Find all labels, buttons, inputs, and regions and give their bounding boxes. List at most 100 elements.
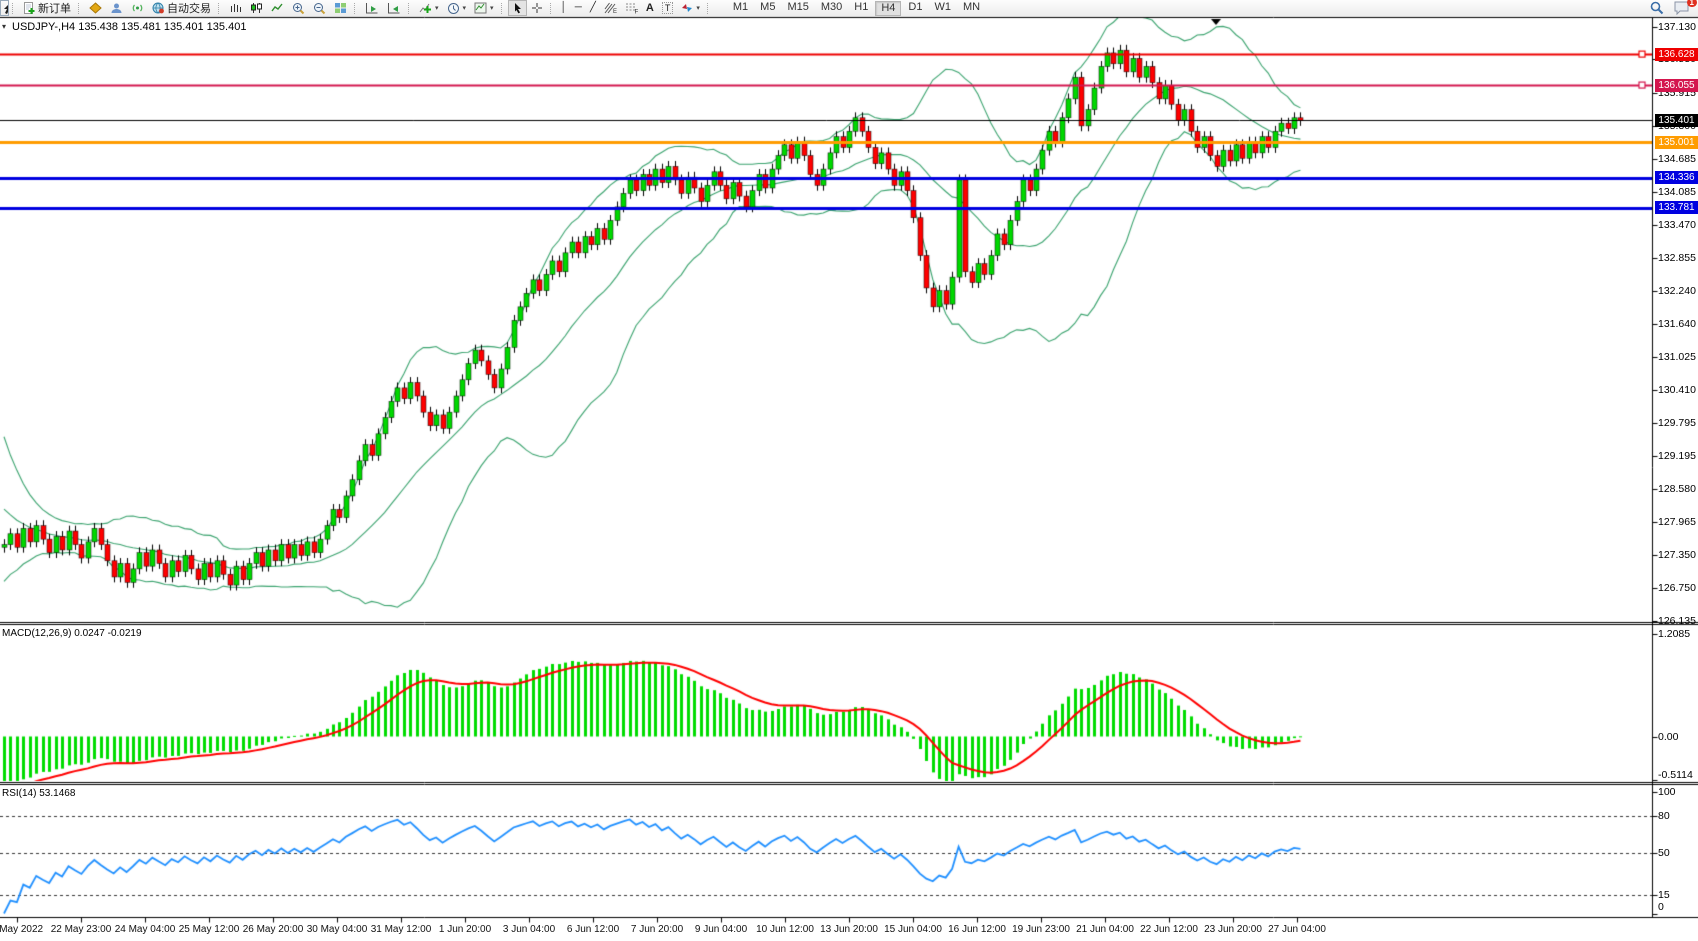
toolbar-grip [354, 2, 358, 14]
time-axis-label: 10 Jun 12:00 [756, 924, 814, 935]
price-level-tag[interactable]: 136.055 [1655, 78, 1698, 92]
candle-chart-button[interactable] [246, 0, 267, 16]
price-tick-label: 137.130 [1658, 21, 1696, 33]
price-tick-label: 130.410 [1658, 384, 1696, 397]
auto-scroll-icon [366, 3, 378, 14]
timeframe-button-m30[interactable]: M30 [820, 0, 843, 13]
price-level-tag[interactable]: 133.781 [1655, 201, 1698, 215]
vertical-line-tool[interactable]: │ [560, 2, 567, 13]
timeframe-button-h1[interactable]: H1 [854, 0, 869, 13]
time-axis-label: 30 May 04:00 [306, 924, 368, 935]
arrows-icon [682, 4, 693, 12]
time-axis-label: 9 May 2022 [0, 924, 44, 935]
fibonacci-icon: F [625, 3, 638, 14]
zoom-in-button[interactable] [288, 0, 309, 16]
add-indicator-icon [419, 3, 431, 13]
search-button[interactable] [1650, 1, 1664, 15]
timeframe-button-mn[interactable]: MN [962, 0, 981, 13]
cursor-icon [4, 5, 8, 14]
crosshair-tool-button[interactable] [527, 0, 547, 16]
main-toolbar: 新订单 自动交易 ▾ ▾ ▾ │ ─ ╱ E F A T [0, 0, 1698, 17]
rsi-tick-label: 0 [1658, 901, 1664, 913]
macd-tick-label: 0.00 [1658, 730, 1679, 743]
new-order-button[interactable]: 新订单 [19, 0, 75, 16]
timeframe-button-m1[interactable]: M1 [732, 0, 749, 13]
price-level-tag[interactable]: 134.336 [1655, 171, 1698, 185]
auto-trading-button[interactable]: 自动交易 [148, 0, 215, 16]
dropdown-arrow-icon: ▾ [490, 5, 494, 12]
label-icon: T [661, 2, 674, 14]
time-axis-label: 23 Jun 20:00 [1204, 924, 1262, 935]
macd-tick-label: -0.5114 [1658, 769, 1693, 781]
price-tick-label: 133.470 [1658, 218, 1696, 231]
toolbar-grip [706, 2, 711, 14]
cursor-tool-button[interactable] [507, 0, 527, 16]
auto-trading-label: 自动交易 [167, 3, 211, 15]
bar-chart-icon [231, 4, 241, 12]
template-icon [474, 2, 487, 14]
channel-tool[interactable]: E [600, 0, 621, 16]
rsi-tick-label: 100 [1658, 786, 1676, 798]
timeframe-button-h4[interactable]: H4 [875, 0, 902, 16]
toolbar-grip [549, 2, 554, 14]
tile-windows-button[interactable] [330, 0, 351, 16]
candlestick-chart-icon [251, 3, 262, 13]
price-level-tag[interactable]: 136.628 [1655, 47, 1698, 61]
text-tool[interactable]: A [645, 2, 654, 14]
chart-shift-button[interactable] [383, 0, 405, 16]
price-tick-label: 128.580 [1658, 482, 1696, 495]
auto-scroll-button[interactable] [361, 0, 383, 16]
timeframe-bar: M1 M5 M15 M30 H1 H4 D1 W1 MN [728, 0, 985, 16]
zoom-out-icon [314, 2, 326, 14]
indicators-button[interactable]: ▾ [415, 0, 443, 16]
time-axis-label: 25 May 12:00 [178, 924, 240, 935]
timeframe-button-d1[interactable]: D1 [908, 0, 923, 13]
tile-windows-icon [335, 3, 346, 13]
market-diamond-icon [89, 2, 102, 14]
crosshair-icon [531, 3, 542, 13]
horizontal-line-tool[interactable]: ─ [574, 2, 582, 13]
price-tick-label: 127.965 [1658, 516, 1696, 529]
price-tick-label: 129.795 [1658, 417, 1696, 430]
arrows-tool[interactable]: ▾ [677, 0, 704, 16]
person-icon [111, 3, 122, 13]
bar-chart-button[interactable] [225, 0, 246, 16]
time-axis-label: 3 Jun 04:00 [502, 924, 556, 935]
search-icon [1650, 1, 1664, 15]
time-axis-label: 22 Jun 12:00 [1140, 924, 1198, 935]
price-tick-label: 131.640 [1658, 317, 1696, 330]
signals-button[interactable] [127, 0, 148, 16]
price-level-tag[interactable]: 135.001 [1655, 135, 1698, 149]
fibonacci-tool[interactable]: F [621, 0, 642, 16]
price-tick-label: 134.685 [1658, 153, 1696, 166]
toolbar-grip [408, 2, 412, 14]
current-price-tag: 135.401 [1655, 113, 1698, 127]
zoom-out-button[interactable] [309, 0, 330, 16]
chat-button[interactable]: 1 [1674, 0, 1697, 15]
templates-button[interactable]: ▾ [470, 0, 498, 16]
market-button[interactable] [85, 0, 106, 16]
dropdown-arrow-icon: ▾ [696, 5, 700, 12]
timeframe-button-w1[interactable]: W1 [934, 0, 951, 13]
chart-shift-icon [388, 3, 400, 14]
time-axis-label: 7 Jun 20:00 [630, 924, 684, 935]
price-tick-label: 127.350 [1658, 549, 1696, 562]
line-chart-button[interactable] [267, 0, 288, 16]
timeframe-button-m5[interactable]: M5 [760, 0, 776, 13]
periods-button[interactable]: ▾ [443, 0, 471, 16]
clipped-left-icon[interactable] [0, 0, 9, 16]
time-axis-label: 27 Jun 04:00 [1268, 924, 1326, 935]
timeframe-button-m15[interactable]: M15 [787, 0, 809, 13]
line-chart-icon [271, 3, 283, 12]
new-order-label: 新订单 [38, 3, 71, 15]
community-button[interactable] [106, 0, 127, 16]
cursor-icon [514, 3, 521, 14]
toolbar-grip [12, 2, 16, 14]
price-tick-label: 132.855 [1658, 251, 1696, 264]
trendline-tool[interactable]: ╱ [589, 2, 596, 13]
label-tool[interactable]: T [658, 0, 678, 16]
toolbar-grip [218, 2, 222, 14]
price-tick-label: 131.025 [1658, 350, 1696, 363]
